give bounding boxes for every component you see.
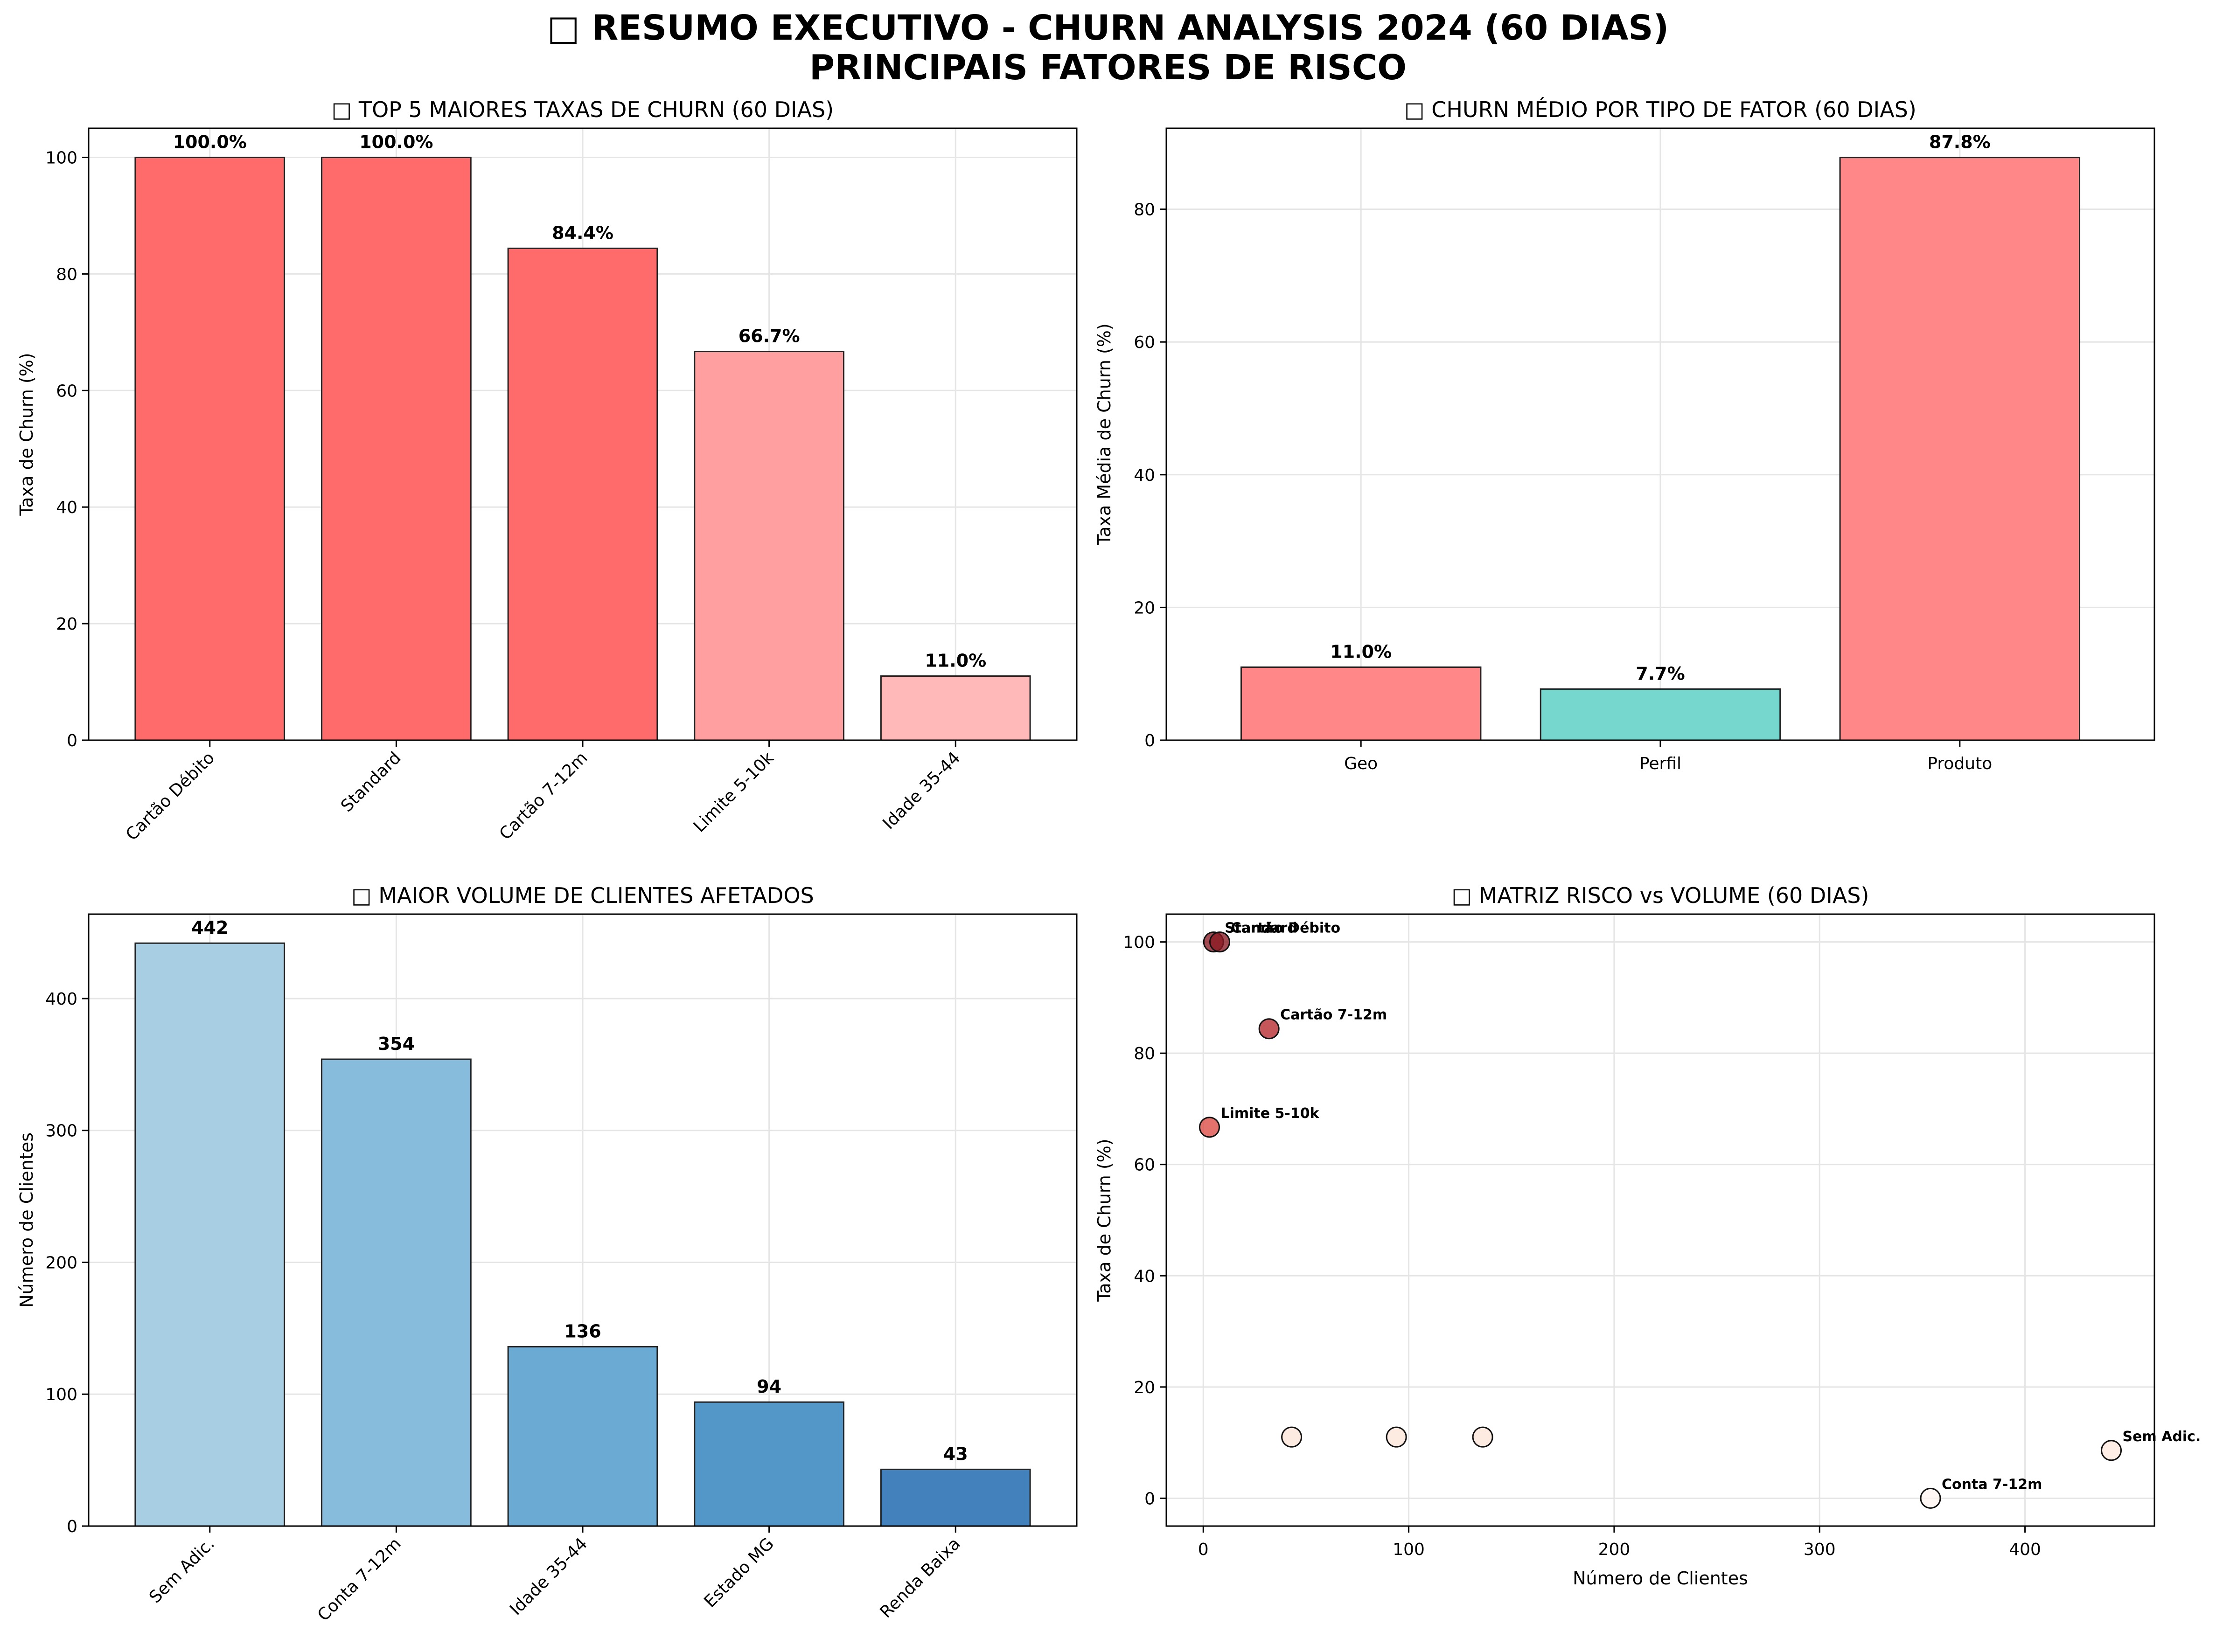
bar — [694, 351, 844, 741]
bar-value-label: 442 — [191, 917, 228, 938]
y-tick-label: 20 — [1134, 1378, 1155, 1397]
bar — [321, 1058, 472, 1527]
y-axis-label: Número de Clientes — [16, 1132, 37, 1308]
plot-border — [1165, 127, 2155, 741]
y-tick-label: 400 — [45, 990, 77, 1009]
y-tick-label: 20 — [56, 615, 77, 634]
chart-title: □ MATRIZ RISCO vs VOLUME (60 DIAS) — [1452, 883, 1869, 908]
x-axis-label: Número de Clientes — [1573, 1568, 1748, 1589]
scatter-point — [1258, 1018, 1280, 1040]
scatter-point — [1386, 1426, 1407, 1448]
y-tick-label: 300 — [45, 1122, 77, 1141]
figure-title-line-1: □ RESUMO EXECUTIVO - CHURN ANALYSIS 2024… — [547, 8, 1669, 48]
scatter-point — [1920, 1487, 1941, 1509]
factor-type-bar-chart: □ CHURN MÉDIO POR TIPO DE FATOR (60 DIAS… — [1094, 97, 2155, 773]
x-tick-label: Geo — [1344, 754, 1378, 773]
bar-value-label: 84.4% — [552, 222, 613, 243]
x-tick-label: 0 — [1198, 1540, 1209, 1559]
y-tick-label: 40 — [1134, 1267, 1155, 1286]
bar — [134, 156, 286, 741]
y-tick-label: 80 — [1134, 201, 1155, 220]
scatter-point — [1281, 1426, 1303, 1448]
plot-border — [1165, 913, 2155, 1527]
figure-title-line-2: PRINCIPAIS FATORES DE RISCO — [809, 48, 1407, 88]
bar — [1240, 666, 1482, 741]
bar — [507, 1346, 658, 1527]
bar — [1540, 688, 1781, 741]
bar-value-label: 100.0% — [173, 132, 247, 152]
bar-value-label: 43 — [943, 1444, 968, 1464]
plot-area — [1166, 914, 2154, 1526]
bar-value-label: 11.0% — [1330, 641, 1392, 662]
point-label: Standard — [1225, 920, 1297, 937]
scatter-point — [2101, 1440, 2122, 1461]
bar-value-label: 66.7% — [739, 326, 800, 347]
x-tick-label: 200 — [1598, 1540, 1631, 1559]
risk-volume-scatter-chart: □ MATRIZ RISCO vs VOLUME (60 DIAS) 0 100 20… — [1094, 883, 2201, 1589]
y-tick-label: 0 — [67, 731, 77, 750]
y-tick-label: 200 — [45, 1253, 77, 1272]
bar-value-label: 7.7% — [1636, 663, 1685, 684]
y-axis-label: Taxa de Churn (%) — [1094, 1138, 1115, 1302]
y-axis-label: Taxa de Churn (%) — [16, 353, 37, 516]
y-tick-label: 0 — [1144, 1489, 1155, 1508]
bar — [880, 1468, 1031, 1527]
y-tick-label: 0 — [67, 1517, 77, 1536]
y-tick-label: 0 — [1144, 731, 1155, 750]
bar-value-label: 100.0% — [359, 132, 433, 152]
y-tick-label: 60 — [1134, 333, 1155, 352]
chart-title: □ CHURN MÉDIO POR TIPO DE FATOR (60 DIAS… — [1404, 97, 1916, 122]
y-tick-label: 60 — [56, 382, 77, 401]
client-volume-bar-chart: □ MAIOR VOLUME DE CLIENTES AFETADOS 0 100 2… — [16, 883, 1078, 1625]
point-label: Cartão 7-12m — [1280, 1007, 1387, 1023]
x-tick-label: 300 — [1804, 1540, 1836, 1559]
point-label: Cartão Débito — [1231, 920, 1340, 937]
plot-border — [88, 127, 1078, 741]
y-tick-label: 100 — [45, 1385, 77, 1404]
bar — [1839, 157, 2081, 741]
y-tick-label: 20 — [1134, 598, 1155, 618]
y-axis-label: Taxa Média de Churn (%) — [1094, 323, 1115, 545]
x-tick-label: 100 — [1393, 1540, 1425, 1559]
scatter-point — [1472, 1426, 1493, 1448]
bar — [694, 1401, 844, 1527]
x-tick-label: Perfil — [1639, 754, 1681, 773]
top5-churn-bar-chart: □ TOP 5 MAIORES TAXAS DE CHURN (60 DIAS)… — [16, 97, 1078, 845]
y-tick-label: 40 — [1134, 466, 1155, 485]
chart-title: □ TOP 5 MAIORES TAXAS DE CHURN (60 DIAS) — [332, 97, 834, 122]
bar — [134, 942, 286, 1527]
y-tick-label: 100 — [45, 148, 77, 167]
point-label: Conta 7-12m — [1942, 1476, 2042, 1492]
y-tick-label: 60 — [1134, 1156, 1155, 1175]
x-tick-label: 400 — [2009, 1540, 2041, 1559]
bar — [321, 156, 472, 741]
scatter-point — [1209, 931, 1230, 953]
bar-value-label: 354 — [378, 1034, 415, 1054]
y-tick-label: 100 — [1123, 933, 1155, 952]
x-tick-label: Produto — [1927, 754, 1992, 773]
y-tick-label: 80 — [56, 265, 77, 284]
plot-border — [88, 913, 1078, 1527]
y-tick-label: 40 — [56, 498, 77, 517]
bar-value-label: 136 — [564, 1321, 601, 1341]
bar-value-label: 87.8% — [1929, 132, 1991, 153]
bar-value-label: 11.0% — [925, 651, 986, 671]
bar — [880, 675, 1031, 741]
scatter-point — [1199, 1117, 1220, 1138]
point-label: Limite 5-10k — [1220, 1105, 1319, 1122]
point-label: Sem Adic. — [2123, 1429, 2201, 1445]
bar-value-label: 94 — [757, 1376, 781, 1397]
y-tick-label: 80 — [1134, 1044, 1155, 1063]
bar — [507, 247, 658, 741]
chart-title: □ MAIOR VOLUME DE CLIENTES AFETADOS — [351, 883, 814, 908]
